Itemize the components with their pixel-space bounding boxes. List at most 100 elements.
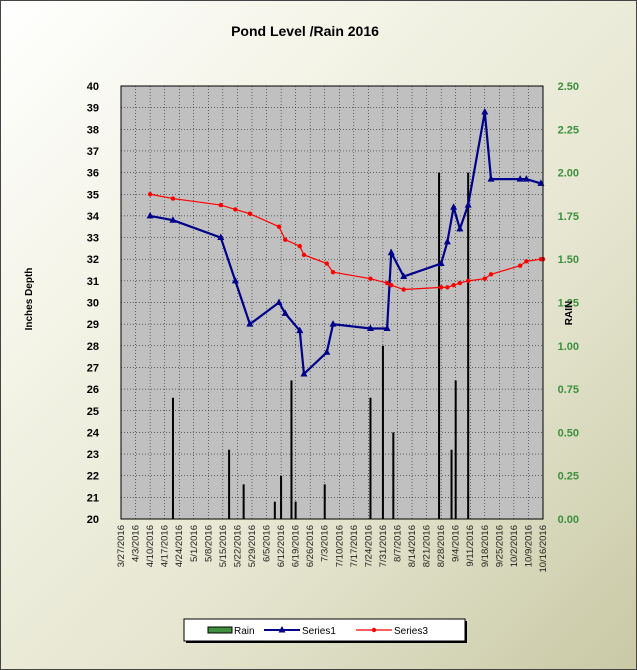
- series1-point: [450, 203, 458, 210]
- legend-marker-series1: [278, 626, 286, 633]
- series1-point: [300, 369, 308, 377]
- series1-point: [522, 175, 530, 182]
- series1-point: [366, 324, 374, 331]
- series3-point: [389, 282, 394, 288]
- x-tick-label: 5/15/2016: [218, 525, 229, 567]
- y-tick-label: 20: [87, 514, 99, 526]
- x-tick-label: 7/24/2016: [363, 525, 374, 567]
- y-tick-label: 30: [87, 298, 99, 310]
- y-tick-label: 23: [87, 449, 99, 461]
- y-tick-label: 32: [87, 254, 99, 266]
- series3-point: [482, 276, 487, 281]
- series3-point: [524, 259, 529, 264]
- x-tick-label: 8/28/2016: [436, 525, 447, 567]
- rain-bar: [273, 501, 276, 519]
- series1-point: [231, 276, 239, 284]
- rain-bar: [450, 449, 453, 519]
- series1-point: [246, 320, 254, 327]
- plot-area: 20 21 22 23 24 25 26 27 28 29 30 31 32 33 34 35 36 37 38 39…: [87, 81, 579, 573]
- x-tick-label: 6/5/2016: [262, 525, 273, 562]
- series3-point: [451, 282, 456, 288]
- x-tick-label: 6/12/2016: [276, 525, 287, 567]
- series3-point: [276, 224, 282, 229]
- legend-label-rain: Rain: [234, 626, 255, 637]
- x-tick-label: 8/14/2016: [407, 525, 418, 567]
- x-tick-label: 10/2/2016: [509, 525, 520, 567]
- plot-border: [120, 85, 544, 520]
- rain-bar: [467, 172, 470, 519]
- y-tick-label: 40: [87, 81, 99, 93]
- series3-point: [301, 252, 307, 258]
- series3-point: [218, 202, 223, 208]
- y-tick-label: 27: [87, 362, 99, 374]
- rain-bar: [242, 484, 245, 519]
- series1-point: [443, 237, 451, 245]
- x-tick-label: 9/25/2016: [494, 525, 505, 567]
- series1-point: [329, 320, 337, 327]
- series1-point: [516, 175, 524, 182]
- y-tick-label: 31: [87, 276, 99, 288]
- series3-point: [330, 269, 336, 275]
- series1-point: [437, 259, 445, 267]
- x-tick-label: 8/7/2016: [392, 525, 403, 562]
- series3-point: [324, 261, 330, 266]
- series3-point: [445, 285, 450, 290]
- x-tick-label: 10/9/2016: [523, 525, 534, 567]
- series3-point: [465, 278, 471, 284]
- y-axis-title: Inches Depth: [24, 268, 35, 331]
- x-tick-label: 4/3/2016: [131, 525, 142, 562]
- y-tick-label: 22: [87, 471, 99, 483]
- series1-point: [464, 201, 472, 208]
- x-tick-label: 9/11/2016: [465, 525, 476, 567]
- y-tick-label: 28: [87, 341, 99, 353]
- x-tick-label: 7/17/2016: [349, 525, 360, 567]
- series1-point: [146, 211, 154, 219]
- series3-point: [247, 211, 253, 216]
- rain-bar: [438, 172, 441, 519]
- legend-swatch-rain: [207, 626, 233, 634]
- y-tick-label: 39: [87, 103, 99, 115]
- x-tick-label: 10/16/2016: [538, 525, 549, 573]
- series1-point: [487, 175, 495, 182]
- y2-tick-label: 1.75: [558, 211, 579, 223]
- y2-tick-label: 2.00: [558, 168, 579, 180]
- rain-bar: [369, 397, 372, 519]
- x-tick-label: 7/31/2016: [378, 525, 389, 567]
- y-tick-label: 25: [87, 406, 99, 418]
- y-tick-label: 26: [87, 384, 99, 396]
- y-tick-label: 34: [87, 211, 100, 223]
- y2-tick-label: 2.25: [558, 124, 579, 136]
- series1-point: [217, 233, 225, 241]
- series3-point: [283, 237, 288, 242]
- x-tick-label: 4/24/2016: [174, 525, 185, 567]
- x-tick-label: 5/29/2016: [247, 525, 258, 567]
- series3-point: [488, 272, 494, 277]
- y2-tick-label: 1.00: [558, 341, 579, 353]
- x-tick-label: 5/1/2016: [189, 525, 200, 562]
- legend-label-series3: Series3: [394, 626, 428, 637]
- series1-point: [400, 272, 408, 280]
- chart-title: Pond Level /Rain 2016: [231, 23, 379, 39]
- x-tick-label: 4/17/2016: [160, 525, 171, 567]
- legend-marker-series3: [371, 627, 377, 633]
- y2-tick-label: 1.25: [558, 298, 579, 310]
- series3-point: [438, 285, 444, 290]
- y2-axis-title: RAIN: [564, 301, 575, 325]
- series3-point: [233, 207, 238, 212]
- series3-point: [401, 287, 406, 292]
- x-tick-label: 9/4/2016: [451, 525, 462, 562]
- y2-tick-label: 2.50: [558, 81, 579, 93]
- x-tick-label: 8/21/2016: [422, 525, 433, 567]
- series1-point: [169, 216, 177, 223]
- series3-point: [297, 244, 302, 249]
- x-tick-label: 9/18/2016: [480, 525, 491, 567]
- series1-point: [323, 348, 331, 355]
- x-tick-label: 3/27/2016: [116, 525, 127, 567]
- rain-bar: [323, 484, 326, 519]
- x-tick-label: 5/8/2016: [203, 525, 214, 562]
- rain-bar: [454, 380, 457, 519]
- rain-bar: [228, 449, 231, 519]
- series3-point: [384, 280, 390, 286]
